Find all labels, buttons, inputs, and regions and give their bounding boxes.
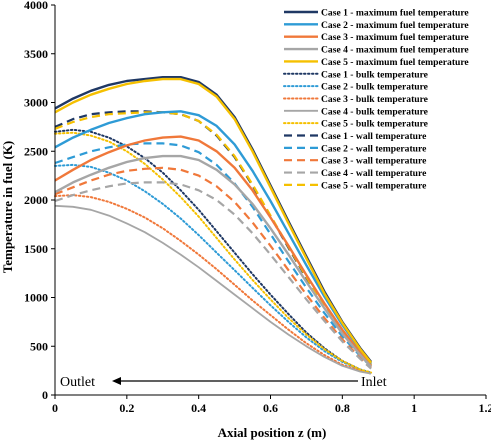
y-tick-label: 0 [42, 388, 48, 402]
y-tick-label: 3000 [24, 96, 48, 110]
y-tick-label: 3500 [24, 47, 48, 61]
x-tick-label: 0.8 [335, 401, 350, 415]
legend-label: Case 4 - bulk temperature [321, 106, 429, 117]
x-tick-label: 1.2 [479, 401, 491, 415]
series-line-14 [54, 181, 372, 370]
outlet-arrowhead [112, 377, 121, 385]
series-line-5 [54, 77, 373, 364]
y-tick-label: 1500 [24, 242, 48, 256]
series-line-3 [54, 135, 373, 367]
series-line-10 [54, 131, 373, 374]
series-line-13 [54, 166, 372, 369]
legend-label: Case 1 - maximum fuel temperature [321, 8, 469, 19]
legend-label: Case 1 - bulk temperature [321, 69, 429, 80]
x-tick-label: 0 [52, 401, 58, 415]
y-tick-labels: 0 500 1000 1500 2000 2500 3000 3500 4000 [24, 0, 55, 402]
x-tick-labels: 0 0.2 0.4 0.6 0.8 1 1.2 [52, 395, 491, 415]
legend-label: Case 4 - wall temperature [321, 168, 427, 179]
legend-label: Case 5 - maximum fuel temperature [321, 57, 469, 68]
series-line-7 [54, 163, 373, 374]
x-axis-label: Axial position z (m) [218, 425, 327, 440]
legend-label: Case 3 - maximum fuel temperature [321, 32, 469, 43]
annotations: Outlet Inlet [60, 375, 387, 390]
series-line-9 [54, 204, 372, 375]
legend-label: Case 2 - maximum fuel temperature [321, 20, 469, 31]
legend-label: Case 3 - wall temperature [321, 156, 427, 167]
x-tick-label: 1 [411, 401, 417, 415]
x-tick-label: 0.4 [191, 401, 206, 415]
legend-label: Case 2 - wall temperature [321, 143, 427, 154]
series-line-8 [54, 194, 373, 375]
y-tick-label: 4000 [24, 0, 48, 12]
y-tick-label: 1000 [24, 291, 48, 305]
series-line-15 [54, 111, 372, 366]
outlet-annotation: Outlet [60, 375, 95, 390]
y-tick-label: 2000 [24, 193, 48, 207]
x-tick-label: 0.6 [263, 401, 278, 415]
legend-label: Case 5 - bulk temperature [321, 119, 429, 130]
y-tick-label: 2500 [24, 144, 48, 158]
series-lines [54, 75, 373, 375]
legend-label: Case 2 - bulk temperature [321, 82, 429, 93]
y-tick-label: 500 [30, 339, 48, 353]
series-line-2 [54, 110, 373, 365]
inlet-annotation: Inlet [361, 375, 387, 390]
legend-label: Case 1 - wall temperature [321, 131, 427, 142]
x-tick-label: 0.2 [119, 401, 134, 415]
series-line-4 [54, 154, 372, 368]
legend-label: Case 3 - bulk temperature [321, 94, 429, 105]
legend-label: Case 4 - maximum fuel temperature [321, 45, 469, 56]
y-axis-label: Temperature in fuel (K) [0, 141, 15, 274]
series-line-12 [54, 142, 372, 368]
legend-label: Case 5 - wall temperature [321, 180, 427, 191]
